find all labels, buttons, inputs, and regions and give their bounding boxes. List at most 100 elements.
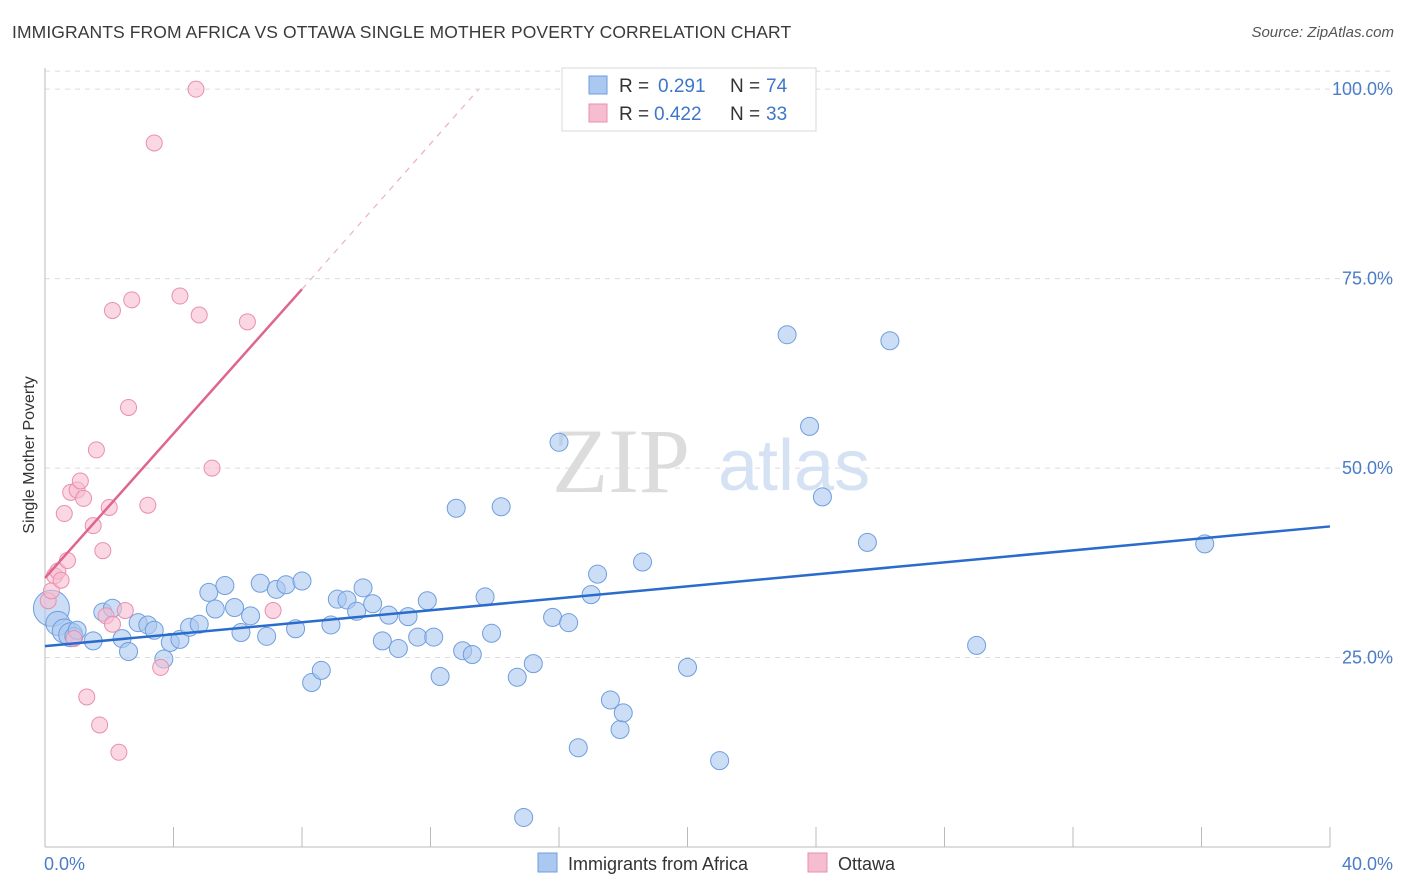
point-immigrants-from-africa [678, 657, 697, 677]
y-tick-label-3: 100.0% [1332, 79, 1393, 99]
point-immigrants-from-africa [610, 720, 630, 740]
point-immigrants-from-africa [507, 667, 527, 687]
point-immigrants-from-africa [388, 638, 408, 658]
y-tick-labels: 25.0% 50.0% 75.0% 100.0% [1332, 79, 1393, 667]
point-immigrants-from-africa [559, 613, 579, 633]
point-immigrants-from-africa [967, 635, 987, 655]
point-immigrants-from-africa [613, 703, 633, 723]
point-ottawa [103, 615, 121, 633]
point-immigrants-from-africa [475, 587, 495, 607]
point-immigrants-from-africa [292, 571, 312, 591]
series-legend-swatch-blue [537, 852, 558, 873]
point-ottawa [203, 459, 221, 477]
legend-n-value-2: 33 [766, 104, 787, 125]
point-immigrants-from-africa [250, 573, 270, 593]
point-immigrants-from-africa [543, 607, 563, 627]
point-immigrants-from-africa [199, 582, 219, 602]
point-immigrants-from-africa [880, 331, 900, 351]
point-ottawa [120, 398, 138, 416]
legend-swatch-blue [588, 75, 608, 95]
point-immigrants-from-africa [225, 598, 245, 618]
point-immigrants-from-africa [430, 666, 450, 686]
point-immigrants-from-africa [241, 606, 261, 626]
y-tick-label-2: 75.0% [1342, 269, 1393, 289]
point-ottawa [238, 313, 256, 331]
point-ottawa [145, 134, 163, 152]
point-ottawa [52, 571, 70, 589]
point-immigrants-from-africa [119, 641, 139, 661]
point-immigrants-from-africa [710, 751, 730, 771]
point-immigrants-from-africa [777, 325, 797, 345]
point-immigrants-from-africa [482, 623, 502, 643]
legend-r-value-1: 0.291 [658, 76, 706, 97]
legend-r-label-2: R = [619, 104, 649, 125]
legend-n-label-2: N = [730, 104, 760, 125]
point-ottawa [187, 80, 205, 98]
watermark-atlas-text: atlas [718, 426, 870, 506]
point-immigrants-from-africa [417, 591, 437, 611]
point-immigrants-from-africa [398, 607, 418, 627]
point-ottawa [190, 306, 208, 324]
point-ottawa [71, 472, 89, 490]
legend-n-value-1: 74 [766, 76, 788, 97]
point-immigrants-from-africa [568, 738, 588, 758]
point-immigrants-from-africa [588, 564, 608, 584]
point-immigrants-from-africa [514, 807, 534, 827]
point-immigrants-from-africa [424, 627, 444, 647]
point-ottawa [91, 716, 109, 734]
legend-n-label-1: N = [730, 76, 760, 97]
point-immigrants-from-africa [372, 631, 392, 651]
y-tick-label-0: 25.0% [1342, 648, 1393, 668]
point-ottawa [94, 542, 112, 560]
point-ottawa [55, 505, 73, 523]
axes [44, 68, 1331, 848]
source-credit: Source: ZipAtlas.com [1251, 24, 1394, 41]
series-legend-label-pink: Ottawa [838, 854, 896, 874]
point-ottawa [110, 743, 128, 761]
point-immigrants-from-africa [800, 416, 820, 436]
point-immigrants-from-africa [523, 654, 543, 674]
trend-lines [44, 88, 1331, 648]
series-immigrants-from-africa [32, 325, 1215, 827]
point-ottawa [75, 489, 93, 507]
watermark: ZIP atlas [552, 410, 870, 512]
point-immigrants-from-africa [215, 576, 235, 596]
legend-r-value-2: 0.422 [654, 104, 702, 125]
y-axis-label: Single Mother Poverty [21, 376, 38, 533]
x-tick-label-1: 40.0% [1342, 854, 1393, 874]
trend-line-ottawa-extension [301, 88, 480, 290]
point-immigrants-from-africa [205, 599, 225, 619]
correlation-legend: R = 0.291 N = 74 R = 0.422 N = 33 [561, 67, 817, 132]
point-immigrants-from-africa [353, 578, 373, 598]
legend-r-label-1: R = [619, 76, 649, 97]
series-legend-label-blue: Immigrants from Africa [568, 854, 749, 874]
point-immigrants-from-africa [276, 575, 296, 595]
point-immigrants-from-africa [857, 532, 877, 552]
chart-title: IMMIGRANTS FROM AFRICA VS OTTAWA SINGLE … [12, 22, 792, 42]
series-legend-swatch-pink [807, 852, 828, 873]
watermark-zip-text: ZIP [552, 410, 690, 512]
point-ottawa [87, 441, 105, 459]
point-immigrants-from-africa [462, 645, 482, 665]
point-immigrants-from-africa [363, 594, 383, 614]
y-tick-label-1: 50.0% [1342, 458, 1393, 478]
point-ottawa [123, 291, 141, 309]
series-ottawa [39, 80, 282, 761]
trend-line-immigrants-from-africa [44, 525, 1331, 648]
point-ottawa [103, 301, 121, 319]
point-immigrants-from-africa [549, 432, 569, 452]
point-ottawa [78, 688, 96, 706]
point-immigrants-from-africa [633, 552, 653, 572]
point-immigrants-from-africa [257, 626, 277, 646]
point-immigrants-from-africa [446, 498, 466, 518]
grid-lines [45, 70, 1392, 659]
x-tick-labels: 0.0% 40.0% [44, 854, 1393, 874]
point-immigrants-from-africa [600, 690, 620, 710]
point-ottawa [171, 287, 189, 305]
point-immigrants-from-africa [311, 660, 331, 680]
point-ottawa [116, 602, 134, 620]
trend-line-ottawa [44, 288, 303, 579]
point-ottawa [139, 496, 157, 514]
point-immigrants-from-africa [408, 627, 428, 647]
